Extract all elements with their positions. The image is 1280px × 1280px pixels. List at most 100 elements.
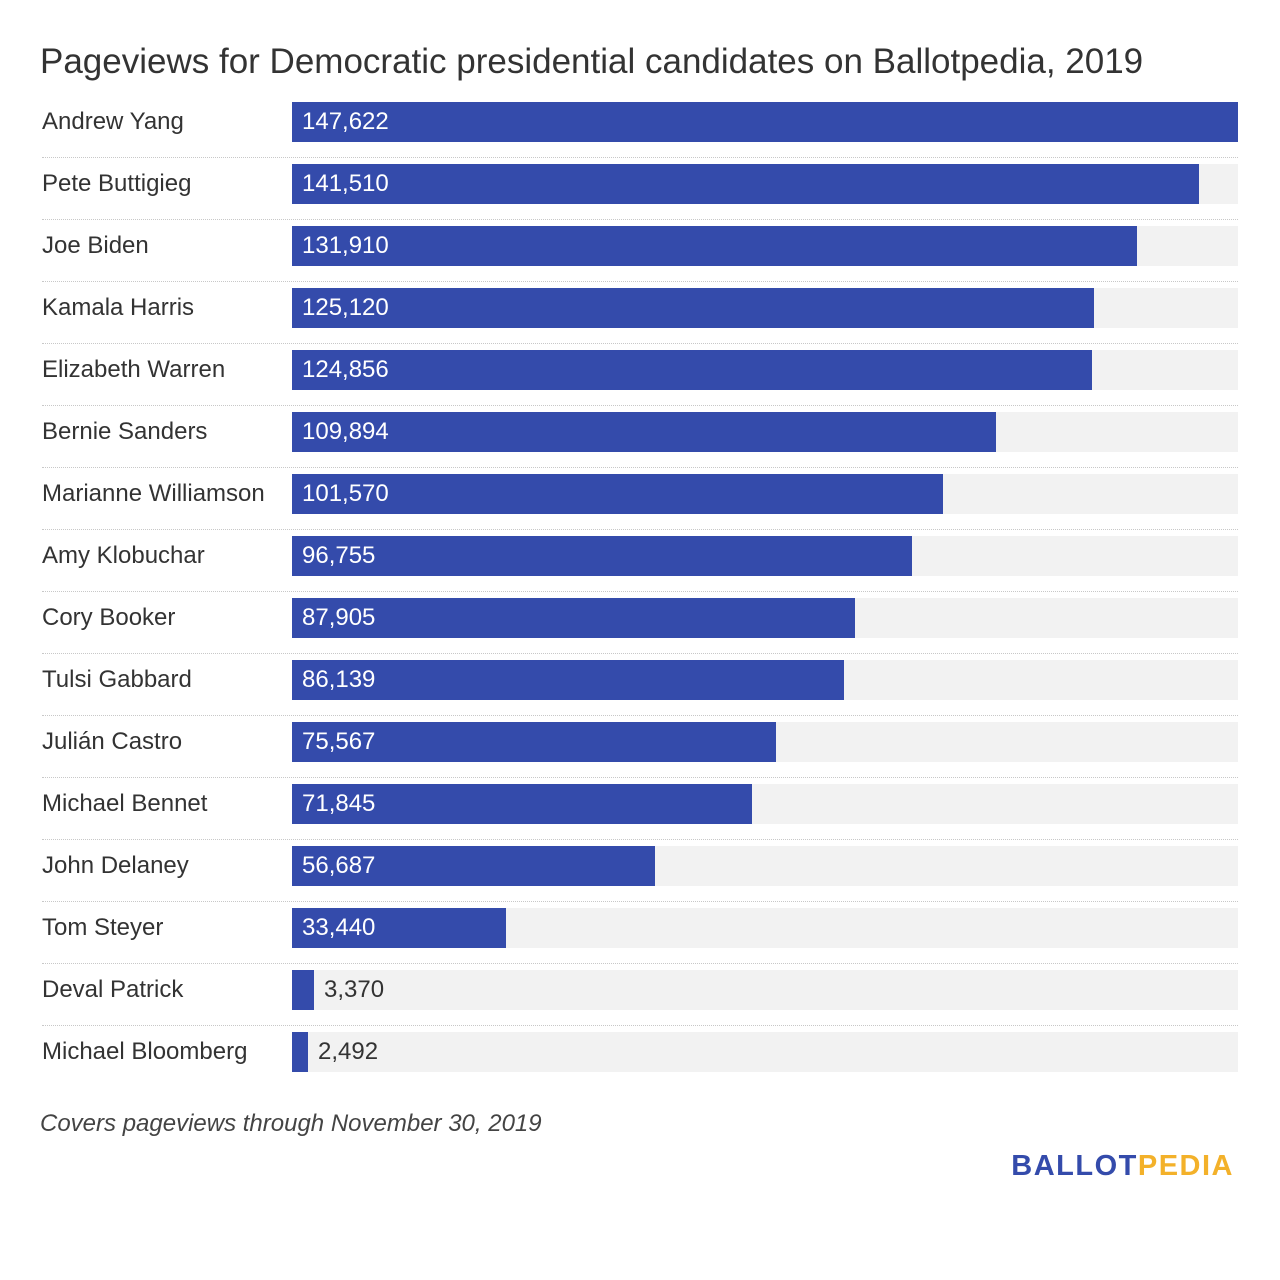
bar-track: 141,510	[292, 164, 1238, 204]
logo-part-pedia: PEDIA	[1137, 1150, 1234, 1182]
bar	[292, 908, 506, 948]
bar-track: 71,845	[292, 784, 1238, 824]
category-label: John Delaney	[42, 852, 189, 879]
value-label: 109,894	[302, 418, 389, 445]
category-label: Andrew Yang	[42, 108, 184, 135]
row-separator	[42, 1025, 1238, 1026]
bar-row: Pete Buttigieg 141,510	[40, 158, 1238, 220]
bar-row: Cory Booker 87,905	[40, 592, 1238, 654]
bar-track: 56,687	[292, 846, 1238, 886]
bar-row: Andrew Yang 147,622	[40, 96, 1238, 158]
bar-row: Marianne Williamson 101,570	[40, 468, 1238, 530]
value-label: 101,570	[302, 480, 389, 507]
category-label: Elizabeth Warren	[42, 356, 226, 383]
bar	[292, 970, 314, 1010]
category-label: Kamala Harris	[42, 294, 195, 321]
row-separator	[42, 715, 1238, 716]
bar-track: 75,567	[292, 722, 1238, 762]
bar-row: Tulsi Gabbard 86,139	[40, 654, 1238, 716]
value-label: 124,856	[302, 356, 389, 383]
bar-row: Michael Bloomberg 2,492	[40, 1026, 1238, 1088]
bar-row: Amy Klobuchar 96,755	[40, 530, 1238, 592]
bar	[292, 784, 752, 824]
category-label: Marianne Williamson	[42, 480, 265, 507]
category-label: Tulsi Gabbard	[42, 666, 192, 693]
bar	[292, 412, 996, 452]
value-label: 147,622	[302, 108, 389, 135]
row-separator	[42, 963, 1238, 964]
bar	[292, 102, 1238, 142]
bar-track: 125,120	[292, 288, 1238, 328]
value-label: 141,510	[302, 170, 389, 197]
bar	[292, 164, 1199, 204]
bar-row: Deval Patrick 3,370	[40, 964, 1238, 1026]
category-label: Michael Bloomberg	[42, 1038, 248, 1065]
logo-part-ballot: BALLOT	[1011, 1150, 1138, 1182]
row-separator	[42, 529, 1238, 530]
row-separator	[42, 281, 1238, 282]
value-label: 56,687	[302, 852, 376, 879]
bar-row: Michael Bennet 71,845	[40, 778, 1238, 840]
bar	[292, 660, 844, 700]
bar	[292, 536, 912, 576]
bar	[292, 846, 655, 886]
category-label: Tom Steyer	[42, 914, 164, 941]
value-label: 87,905	[302, 604, 376, 631]
bar	[292, 288, 1094, 328]
bar-row: Tom Steyer 33,440	[40, 902, 1238, 964]
category-label: Michael Bennet	[42, 790, 208, 817]
category-label: Deval Patrick	[42, 976, 184, 1003]
bar-track: 124,856	[292, 350, 1238, 390]
bar-track: 33,440	[292, 908, 1238, 948]
value-label: 86,139	[302, 666, 376, 693]
footnote: Covers pageviews through November 30, 20…	[40, 1110, 542, 1137]
row-separator	[42, 591, 1238, 592]
category-label: Joe Biden	[42, 232, 149, 259]
bar-track: 96,755	[292, 536, 1238, 576]
bar-track: 109,894	[292, 412, 1238, 452]
value-label: 125,120	[302, 294, 389, 321]
bar	[292, 350, 1092, 390]
value-label: 33,440	[302, 914, 376, 941]
bar-row: Joe Biden 131,910	[40, 220, 1238, 282]
bar-track: 86,139	[292, 660, 1238, 700]
row-separator	[42, 219, 1238, 220]
ballotpedia-logo: BALLOTPEDIA	[1011, 1150, 1234, 1183]
bar-chart: Andrew Yang 147,622 Pete Buttigieg 141,510 J…	[40, 96, 1238, 1088]
value-label: 71,845	[302, 790, 376, 817]
row-separator	[42, 343, 1238, 344]
category-label: Pete Buttigieg	[42, 170, 192, 197]
value-label: 96,755	[302, 542, 376, 569]
chart-title: Pageviews for Democratic presidential ca…	[40, 42, 1144, 81]
row-separator	[42, 901, 1238, 902]
bar-track: 3,370	[292, 970, 1238, 1010]
bar-track: 131,910	[292, 226, 1238, 266]
bar	[292, 1032, 308, 1072]
row-separator	[42, 653, 1238, 654]
bar-row: Bernie Sanders 109,894	[40, 406, 1238, 468]
bar	[292, 474, 943, 514]
bar-row: Elizabeth Warren 124,856	[40, 344, 1238, 406]
bar	[292, 226, 1137, 266]
bar	[292, 722, 776, 762]
value-label: 75,567	[302, 728, 376, 755]
bar-row: John Delaney 56,687	[40, 840, 1238, 902]
bar-row: Kamala Harris 125,120	[40, 282, 1238, 344]
bar-track: 87,905	[292, 598, 1238, 638]
bar-row: Julián Castro 75,567	[40, 716, 1238, 778]
row-separator	[42, 467, 1238, 468]
value-label: 131,910	[302, 232, 389, 259]
category-label: Amy Klobuchar	[42, 542, 205, 569]
category-label: Bernie Sanders	[42, 418, 208, 445]
bar-track: 147,622	[292, 102, 1238, 142]
bar	[292, 598, 855, 638]
row-separator	[42, 157, 1238, 158]
row-separator	[42, 777, 1238, 778]
value-label: 3,370	[324, 976, 385, 1003]
category-label: Julián Castro	[42, 728, 183, 755]
bar-track: 101,570	[292, 474, 1238, 514]
category-label: Cory Booker	[42, 604, 176, 631]
value-label: 2,492	[318, 1038, 379, 1065]
bar-track: 2,492	[292, 1032, 1238, 1072]
row-separator	[42, 405, 1238, 406]
